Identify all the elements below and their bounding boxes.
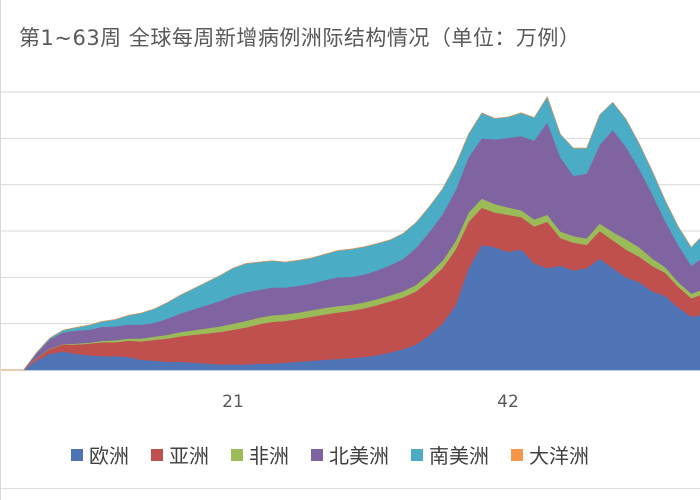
legend-label: 亚洲: [169, 444, 209, 468]
legend-item: 亚洲: [151, 440, 209, 469]
legend-item: 非洲: [231, 440, 289, 469]
bottom-divider: [1, 488, 700, 489]
x-tick-label: 42: [497, 392, 519, 412]
legend-swatch: [311, 448, 323, 461]
legend-label: 南美洲: [429, 444, 489, 468]
legend-label: 大洋洲: [529, 444, 589, 468]
legend-swatch: [511, 448, 523, 461]
legend-item: 大洋洲: [511, 440, 589, 469]
legend-swatch: [231, 448, 243, 461]
legend-item: 南美洲: [411, 440, 489, 469]
legend: 欧洲 亚洲 非洲 北美洲 南美洲 大洋洲: [71, 440, 589, 469]
legend-label: 北美洲: [329, 444, 389, 468]
legend-swatch: [151, 448, 163, 461]
legend-swatch: [411, 448, 423, 461]
x-tick-labels: 21 42: [222, 392, 519, 412]
legend-label: 欧洲: [89, 444, 129, 468]
x-tick-label: 21: [222, 392, 244, 412]
series-areas: [1, 96, 700, 371]
legend-item: 北美洲: [311, 440, 389, 469]
legend-label: 非洲: [249, 444, 289, 468]
legend-item: 欧洲: [71, 440, 129, 469]
legend-swatch: [71, 448, 83, 461]
series-area-5: [1, 96, 700, 371]
chart-title: 第1~63周 全球每周新增病例洲际结构情况（单位：万例）: [19, 26, 581, 50]
